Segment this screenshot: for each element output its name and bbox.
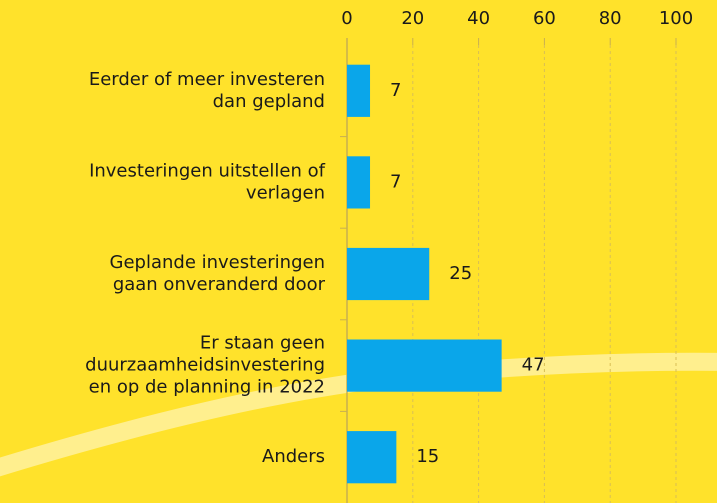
x-tick-label: 100 (659, 8, 693, 29)
y-tick-label: duurzaamheidsinvestering (85, 355, 325, 376)
y-tick-label: en op de planning in 2022 (89, 377, 325, 398)
bar (347, 247, 430, 301)
y-tick-label: Eerder of meer investeren (89, 69, 325, 90)
value-label: 47 (522, 355, 545, 376)
y-tick-label: gaan onveranderd door (113, 274, 326, 295)
value-label: 15 (416, 446, 439, 467)
y-tick-label: Anders (262, 446, 325, 467)
bar (347, 431, 397, 484)
bar (347, 64, 371, 117)
x-tick-label: 20 (401, 8, 424, 29)
value-label: 7 (390, 80, 401, 101)
bar (347, 156, 371, 209)
y-tick-label: dan gepland (213, 91, 325, 112)
y-tick-label: Investeringen uitstellen of (89, 160, 326, 181)
value-label: 25 (449, 263, 472, 284)
bar (347, 339, 502, 392)
x-tick-label: 60 (533, 8, 556, 29)
y-tick-label: Geplande investeringen (110, 252, 325, 273)
x-tick-label: 0 (341, 8, 352, 29)
x-tick-label: 80 (599, 8, 622, 29)
x-tick-label: 40 (467, 8, 490, 29)
y-tick-label: Er staan geen (200, 333, 325, 354)
y-tick-label: verlagen (246, 182, 325, 203)
value-label: 7 (390, 171, 401, 192)
